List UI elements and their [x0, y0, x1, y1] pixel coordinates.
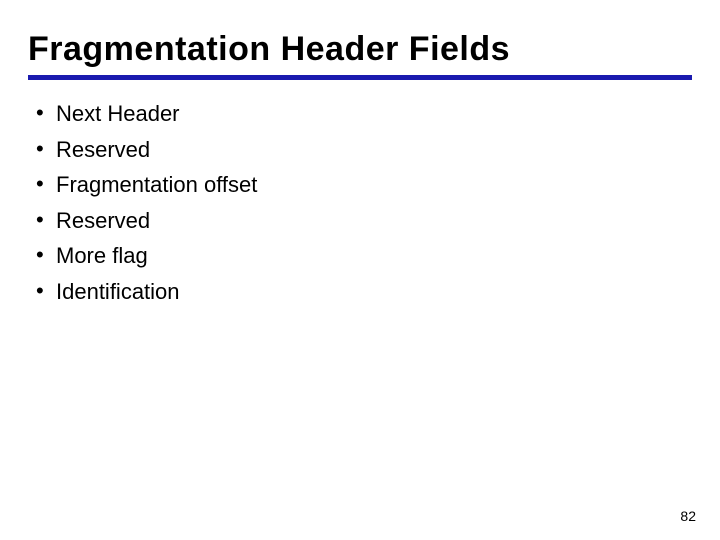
- list-item: • Next Header: [36, 100, 692, 128]
- bullet-icon: •: [36, 242, 56, 268]
- page-number: 82: [680, 508, 696, 524]
- bullet-icon: •: [36, 100, 56, 126]
- bullet-icon: •: [36, 207, 56, 233]
- list-item: • Identification: [36, 278, 692, 306]
- slide-title: Fragmentation Header Fields: [28, 30, 692, 69]
- bullet-icon: •: [36, 278, 56, 304]
- bullet-text: Reserved: [56, 136, 150, 164]
- slide-container: Fragmentation Header Fields • Next Heade…: [0, 0, 720, 540]
- list-item: • Reserved: [36, 207, 692, 235]
- bullet-text: Next Header: [56, 100, 180, 128]
- bullet-list: • Next Header • Reserved • Fragmentation…: [28, 100, 692, 305]
- list-item: • Reserved: [36, 136, 692, 164]
- bullet-text: Fragmentation offset: [56, 171, 257, 199]
- bullet-text: Reserved: [56, 207, 150, 235]
- bullet-icon: •: [36, 171, 56, 197]
- bullet-text: More flag: [56, 242, 148, 270]
- list-item: • Fragmentation offset: [36, 171, 692, 199]
- bullet-text: Identification: [56, 278, 180, 306]
- bullet-icon: •: [36, 136, 56, 162]
- title-underline: [28, 75, 692, 80]
- list-item: • More flag: [36, 242, 692, 270]
